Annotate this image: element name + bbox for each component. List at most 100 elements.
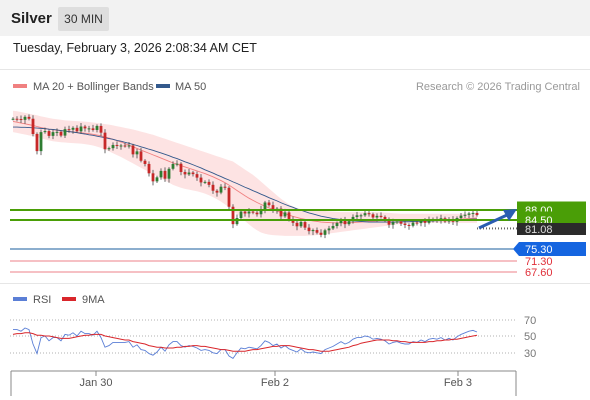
candle-body [359,215,363,217]
candle-body [327,228,331,231]
candle-body [243,211,247,214]
candle-body [163,170,167,179]
candle-body [203,181,207,183]
candle-body [379,215,383,217]
candle-body [323,230,327,235]
forecast-arrow-head [503,209,517,221]
candle-body [11,118,15,120]
candle-body [83,126,87,129]
ma50-legend-label: MA 50 [175,81,206,93]
candle-body [247,211,251,214]
candle-body [415,222,419,224]
candle-body [15,118,19,120]
candle-body [299,222,303,227]
candle-body [71,127,75,130]
candle-body [79,126,83,132]
candle-body [395,221,399,223]
symbol-name: Silver [11,10,52,27]
candle-body [67,129,71,131]
candle-body [391,222,395,225]
candle-body [63,129,67,136]
candle-body [307,227,311,232]
rsi-panel: 70 50 30 [10,315,536,360]
candle-body [411,222,415,226]
credit-text: Research © 2026 Trading Central [416,81,580,93]
candle-body [55,131,59,133]
x-tick-label: Feb 2 [261,377,289,389]
level-75-30-tag [513,242,586,256]
candle-body [19,119,23,121]
candle-body [315,230,319,233]
rsi-tick-70: 70 [524,315,536,327]
candle-body [331,226,335,229]
candle-body [171,163,175,169]
divider-rsi [0,283,590,284]
candle-body [267,202,271,206]
candle-body [27,116,31,119]
candle-body [427,220,431,223]
candle-body [175,163,179,165]
level-71-30-label: 71.30 [525,256,553,268]
candle-body [283,212,287,217]
candle-body [295,222,299,227]
candle-body [335,223,339,227]
candle-body [179,163,183,172]
candle-body [39,132,43,152]
candle-body [219,186,223,193]
candle-body [207,181,211,185]
rsi-legend-swatch [13,297,27,301]
candle-body [51,132,55,136]
ma9-legend-swatch [62,297,76,301]
candle-body [115,144,119,146]
candle-body [107,148,111,150]
candle-body [271,205,275,211]
candle-body [183,171,187,175]
candle-body [159,170,163,178]
candle-body [287,212,291,220]
interval-button[interactable]: 30 MIN [58,7,109,31]
candle-body [303,222,307,228]
rsi-tick-30: 30 [524,348,536,360]
candle-body [23,116,27,120]
candle-body [123,145,127,147]
candle-body [311,230,315,232]
candle-body [59,131,63,136]
candle-body [199,177,203,183]
candle-body [119,145,123,147]
level-81-08-label: 81.08 [525,224,553,236]
candle-body [191,172,195,175]
level-75-30-label: 75.30 [525,244,553,256]
candle-body [215,190,219,193]
candle-body [155,177,159,182]
candle-body [223,186,227,188]
candle-body [263,202,267,210]
candle-body [99,125,103,133]
candle-body [363,213,367,216]
candle-body [139,151,143,161]
candle-body [343,220,347,225]
candle-body [475,212,479,216]
rsi-legend-label: RSI [33,294,51,306]
level-81-08-tag [517,223,586,235]
candle-body [403,223,407,225]
ma20-legend-label: MA 20 + Bollinger Bands [33,81,154,93]
x-tick-label: Feb 3 [444,377,472,389]
candle-body [339,220,343,224]
candle-body [91,128,95,130]
candle-body [239,211,243,219]
candle-body [87,128,91,130]
candle-body [407,224,411,226]
candle-body [367,213,371,215]
candle-body [251,211,255,213]
candle-body [423,220,427,223]
candle-body [187,172,191,175]
timestamp: Tuesday, February 3, 2026 2:08:34 AM CET [13,41,257,55]
x-axis: Jan 30 Feb 2 Feb 3 [10,370,517,396]
candle-body [419,220,423,224]
candle-body [259,209,263,215]
candle-body [151,173,155,182]
candle-body [131,145,135,155]
candle-body [383,216,387,220]
ma50-legend-swatch [156,84,170,88]
candle-body [255,212,259,215]
